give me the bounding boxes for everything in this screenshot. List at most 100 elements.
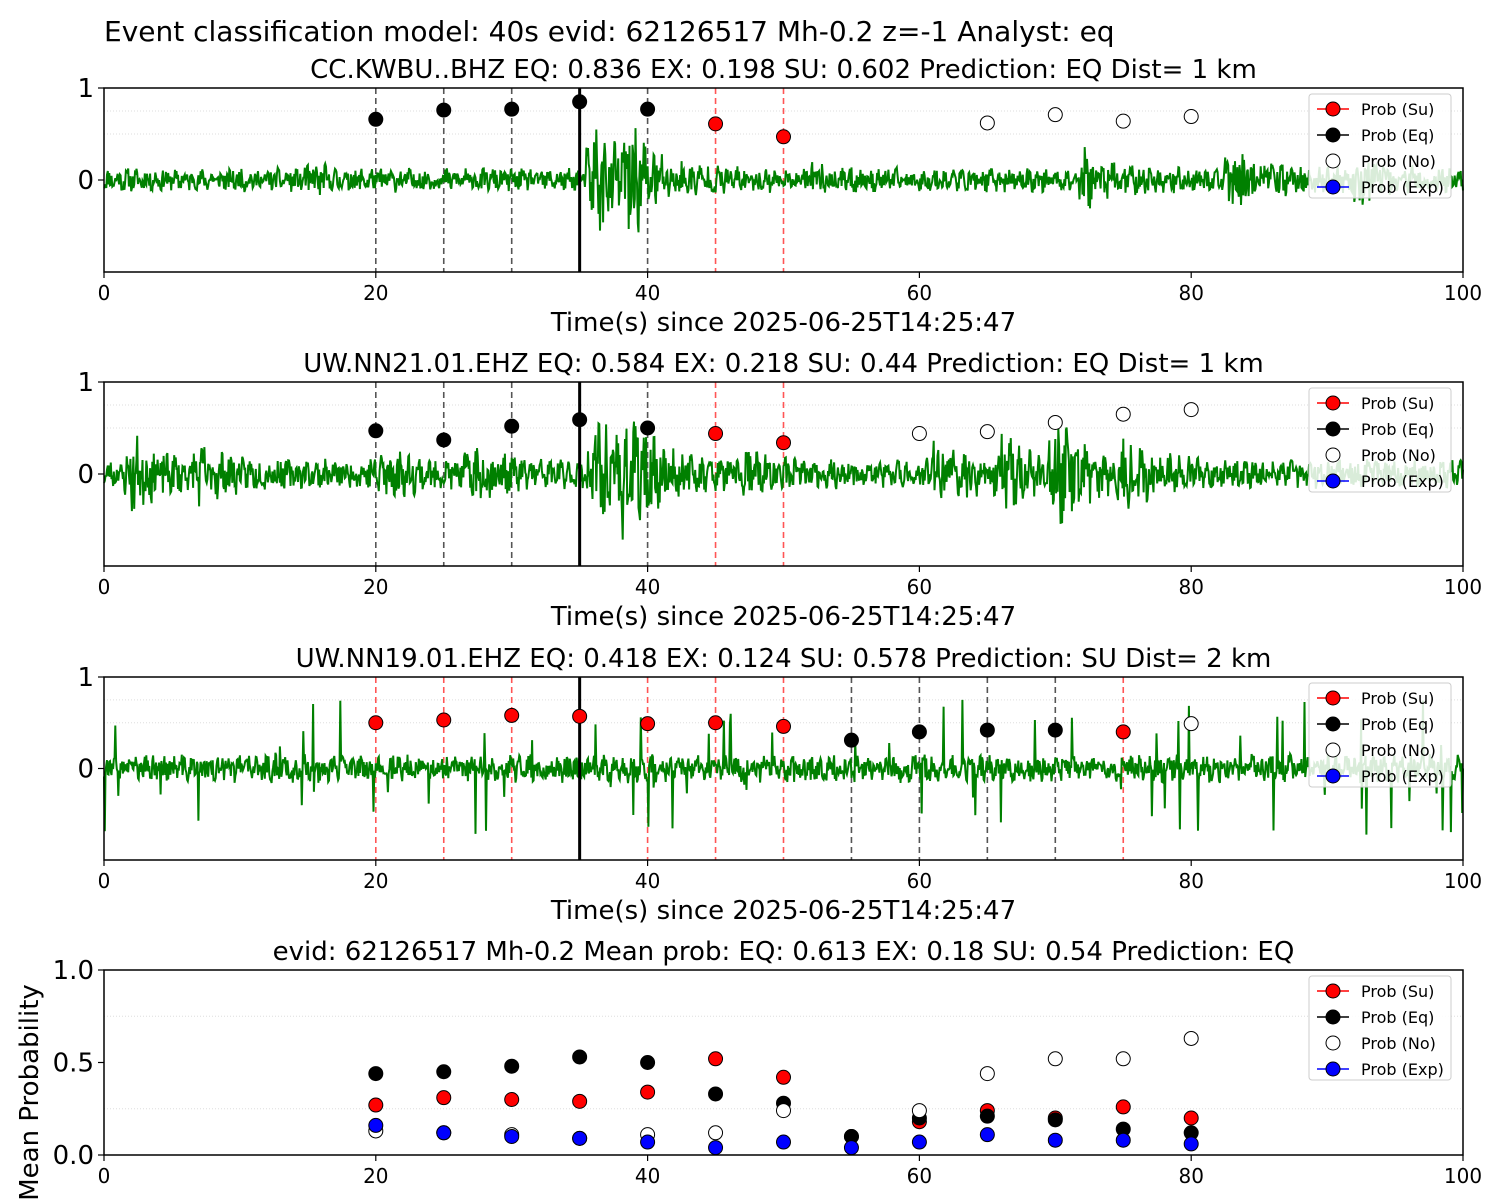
legend-label: Prob (Su) <box>1361 982 1434 1001</box>
legend-label: Prob (No) <box>1361 741 1436 760</box>
x-tick-label: 80 <box>1178 575 1203 599</box>
waveform-trace <box>103 128 1464 233</box>
x-tick-label: 20 <box>363 869 388 893</box>
x-tick-label: 100 <box>1444 575 1482 599</box>
y-tick-label: 0.0 <box>53 1141 94 1171</box>
x-tick-label: 0 <box>98 1164 111 1188</box>
legend-label: Prob (No) <box>1361 1034 1436 1053</box>
panel-title: UW.NN19.01.EHZ EQ: 0.418 EX: 0.124 SU: 0… <box>296 644 1272 674</box>
legend-marker <box>1325 179 1341 195</box>
prob-point-probeq <box>640 1055 656 1070</box>
legend-marker <box>1325 716 1341 732</box>
prob-point-probsu <box>640 1084 656 1100</box>
legend-marker <box>1325 1035 1341 1051</box>
legend-label: Prob (Eq) <box>1361 126 1434 145</box>
legend-box <box>1308 93 1452 199</box>
prob-point-probno <box>776 1103 791 1119</box>
y-tick-label: 0.5 <box>53 1049 94 1079</box>
prob-point-probexp <box>776 1134 791 1150</box>
prob-point-probexp <box>911 1134 927 1150</box>
legend-marker <box>1325 742 1341 758</box>
panel-uw-nn21: UW.NN21.01.EHZ EQ: 0.584 EX: 0.218 SU: 0… <box>77 349 1482 632</box>
x-tick-label: 0 <box>98 281 111 305</box>
x-tick-label: 60 <box>907 575 932 599</box>
y-tick-label: 1 <box>77 368 94 398</box>
prob-point-probno <box>1115 1051 1131 1067</box>
prob-point-probno <box>1047 1051 1063 1067</box>
prob-point-probsu <box>504 707 520 723</box>
prob-point-probeq <box>1047 1112 1063 1128</box>
prob-point-probsu <box>436 1090 452 1106</box>
prob-point-probno <box>979 1066 995 1082</box>
legend-label: Prob (No) <box>1361 446 1436 465</box>
legend-label: Prob (Exp) <box>1361 178 1444 197</box>
x-tick-label: 20 <box>363 281 388 305</box>
y-tick-label: 0 <box>77 166 94 196</box>
prob-point-probexp <box>640 1134 656 1150</box>
panel-uw-nn19: UW.NN19.01.EHZ EQ: 0.418 EX: 0.124 SU: 0… <box>77 644 1482 926</box>
x-tick-label: 20 <box>363 1164 388 1188</box>
y-tick-label: 1 <box>77 663 94 693</box>
axes-frame <box>103 969 1464 1156</box>
prob-point-probexp <box>572 1130 588 1146</box>
prob-point-probno <box>1115 113 1131 129</box>
prob-point-probeq <box>640 420 656 436</box>
x-tick-label: 100 <box>1444 281 1482 305</box>
prob-point-probexp <box>504 1129 520 1144</box>
prob-point-probno <box>911 1103 927 1119</box>
prob-point-probno <box>1115 406 1131 422</box>
prob-point-probeq <box>572 1049 588 1065</box>
prob-point-probsu <box>708 116 724 132</box>
prob-point-probeq <box>1047 722 1063 738</box>
legend-label: Prob (Su) <box>1361 689 1434 708</box>
legend-label: Prob (Eq) <box>1361 715 1434 734</box>
prob-point-probsu <box>1115 724 1131 740</box>
prob-point-probno <box>979 424 995 440</box>
legend-label: Prob (No) <box>1361 152 1436 171</box>
x-tick-label: 60 <box>907 869 932 893</box>
prob-point-probsu <box>640 716 656 732</box>
x-tick-label: 40 <box>635 869 660 893</box>
prob-point-probno <box>1183 1030 1199 1046</box>
prob-point-probexp <box>979 1127 995 1143</box>
prob-point-probeq <box>368 1066 384 1082</box>
legend: Prob (Su) Prob (Eq) Prob (No) Prob (Exp) <box>1308 93 1452 199</box>
waveform-trace <box>103 421 1464 540</box>
prob-point-probeq <box>368 423 384 439</box>
legend-marker <box>1325 153 1341 169</box>
legend-marker <box>1325 473 1341 489</box>
legend-label: Prob (Su) <box>1361 394 1434 413</box>
prob-point-probno <box>1183 716 1199 732</box>
x-tick-label: 60 <box>907 1164 932 1188</box>
figure-suptitle: Event classification model: 40s evid: 62… <box>104 15 1115 48</box>
y-tick-label: 1.0 <box>53 956 94 986</box>
prob-point-probeq <box>843 732 859 748</box>
prob-point-probexp <box>436 1125 452 1141</box>
legend-marker <box>1325 421 1341 437</box>
x-axis-label: Time(s) since 2025-06-25T14:25:47 <box>550 308 1016 338</box>
prob-point-probsu <box>1183 1110 1199 1126</box>
prob-point-probno <box>1047 414 1063 430</box>
panel-mean-probability: evid: 62126517 Mh-0.2 Mean prob: EQ: 0.6… <box>15 937 1482 1200</box>
prob-point-probsu <box>572 708 588 724</box>
x-tick-label: 80 <box>1178 281 1203 305</box>
prob-point-probeq <box>436 432 452 448</box>
plot-area <box>104 1015 1463 1156</box>
prob-point-probno <box>708 1125 724 1141</box>
x-tick-label: 0 <box>98 869 111 893</box>
prob-point-probsu <box>368 715 384 731</box>
prob-point-probsu <box>572 1093 588 1109</box>
x-tick-label: 100 <box>1444 869 1482 893</box>
prob-point-probno <box>1183 109 1199 125</box>
x-axis-label: Time(s) since 2025-06-25T14:25:47 <box>550 602 1016 632</box>
prob-point-probeq <box>572 412 588 428</box>
x-tick-label: 40 <box>635 1164 660 1188</box>
plot-area <box>103 88 1464 272</box>
legend-box <box>1308 682 1452 788</box>
prob-point-probsu <box>776 718 791 734</box>
prob-point-probeq <box>504 418 520 434</box>
legend-marker <box>1325 395 1341 411</box>
prob-point-probeq <box>708 1086 724 1102</box>
legend: Prob (Su) Prob (Eq) Prob (No) Prob (Exp) <box>1308 975 1452 1081</box>
prob-point-probeq <box>979 1108 995 1124</box>
